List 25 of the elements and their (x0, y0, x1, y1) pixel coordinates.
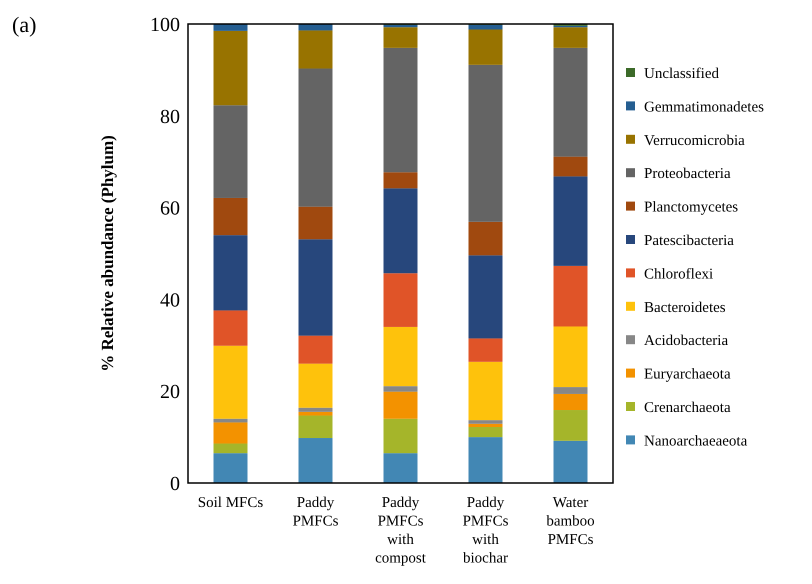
y-tick-label: 100 (150, 14, 180, 36)
chart-title: (a) (12, 12, 36, 37)
legend-label: Verrucomicrobia (644, 132, 746, 149)
y-tick-label: 20 (160, 381, 180, 404)
x-tick-label: Paddy PMFCs (292, 495, 339, 530)
y-tick-label: 40 (160, 289, 180, 312)
y-axis-title: % Relative abundance (Phylum) (98, 135, 117, 372)
x-tick-label: Paddy PMFCs with compost (375, 495, 427, 566)
legend-label: Proteobacteria (644, 166, 731, 182)
legend-label: Unclassified (644, 66, 720, 82)
x-tick-label: Water bamboo PMFCs (546, 495, 595, 548)
x-tick-label: Soil MFCs (198, 495, 264, 511)
y-tick-label: 0 (170, 473, 180, 495)
legend-label: Planctomycetes (644, 200, 738, 216)
legend-label: Crenarchaeota (644, 400, 731, 416)
y-tick-label: 80 (160, 106, 180, 128)
legend-label: Bacteroidetes (644, 300, 726, 316)
legend-label: Acidobacteria (644, 333, 728, 350)
y-tick-label: 60 (160, 198, 180, 220)
legend-label: Chloroflexi (644, 266, 714, 282)
legend-label: Euryarchaeota (644, 366, 731, 383)
legend-label: Patescibacteria (644, 233, 734, 249)
legend-label: Nanoarchaeaeota (644, 433, 748, 450)
legend-label: Gemmatimonadetes (644, 99, 764, 116)
x-tick-label: Paddy PMFCs with biochar (462, 495, 509, 566)
